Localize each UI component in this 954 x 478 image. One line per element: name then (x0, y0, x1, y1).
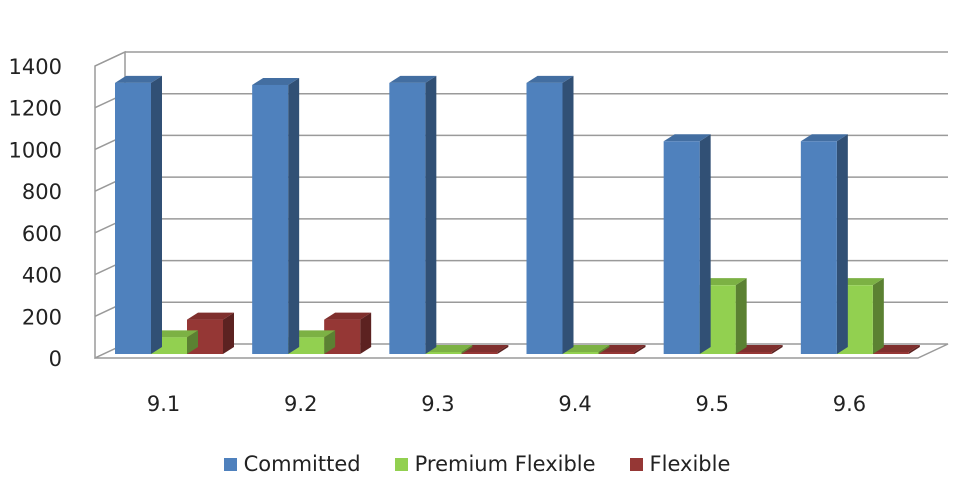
bar-flexible-top (461, 345, 509, 352)
bar-premium-flexible-top (288, 330, 336, 338)
bar-premium-flexible-top (836, 278, 884, 286)
bar-committed (115, 82, 151, 354)
x-tick-label: 9.6 (833, 392, 866, 416)
legend-label-committed: Committed (243, 452, 361, 476)
gridline (94, 51, 948, 67)
bar-committed-top (252, 77, 300, 85)
y-tick-label: 1200 (9, 97, 62, 121)
x-tick-label: 9.5 (696, 392, 729, 416)
legend-label-premium-flexible: Premium Flexible (414, 452, 596, 476)
bar-committed-top (115, 75, 162, 83)
bar-premium-flexible-side (598, 345, 610, 354)
bar-premium-flexible-top (562, 345, 610, 352)
bar-committed-side (836, 134, 848, 354)
bar-flexible-top (872, 345, 920, 352)
bar-premium-flexible-top (151, 330, 198, 338)
legend-label-flexible: Flexible (649, 452, 731, 476)
y-tick-label: 600 (22, 222, 62, 246)
y-tick-label: 1400 (9, 55, 62, 79)
bar-premium-flexible (425, 352, 462, 354)
legend-swatch-committed (223, 457, 237, 471)
y-tick-label: 1000 (9, 138, 62, 162)
bar-committed (252, 84, 289, 354)
bar-premium-flexible-side (735, 278, 747, 354)
bar-premium-flexible-top (699, 278, 747, 286)
bar-flexible-side (634, 345, 646, 354)
bar-flexible-top (598, 345, 646, 352)
bar-premium-flexible-top (425, 345, 473, 352)
bar-committed-side (562, 75, 574, 354)
bar-flexible-top (187, 312, 234, 320)
legend-swatch-flexible (629, 457, 643, 471)
bar-committed (663, 141, 700, 354)
bar-flexible-top (324, 312, 372, 320)
bar-flexible-side (223, 312, 234, 354)
bar-flexible-side (908, 345, 920, 354)
bar-premium-flexible (562, 352, 599, 354)
bar-premium-flexible-side (461, 345, 473, 354)
y-tick-label: 400 (22, 264, 62, 288)
bar-committed-side (425, 75, 437, 354)
bar-flexible (461, 352, 498, 354)
legend-item-premium-flexible[interactable]: Premium Flexible (394, 452, 596, 476)
bar-flexible-side (497, 345, 509, 354)
legend-item-flexible[interactable]: Flexible (629, 452, 731, 476)
legend-item-committed[interactable]: Committed (223, 452, 361, 476)
x-tick-label: 9.2 (284, 392, 317, 416)
bar-committed (800, 141, 837, 354)
bar-committed (526, 82, 563, 354)
bar-committed-side (151, 75, 162, 354)
bar-flexible (735, 352, 772, 354)
x-tick-label: 9.4 (558, 392, 591, 416)
y-tick-label: 800 (22, 180, 62, 204)
bar-flexible-top (735, 345, 783, 352)
bar-committed-top (663, 134, 711, 142)
bar-flexible-side (360, 312, 372, 354)
bar-flexible (872, 352, 909, 354)
legend-swatch-premium-flexible (394, 457, 408, 471)
bar-premium-flexible-side (324, 330, 336, 354)
bar-premium-flexible-side (187, 330, 198, 354)
bar-committed-side (699, 134, 711, 354)
y-tick-label: 200 (22, 305, 62, 329)
bar-committed-side (288, 77, 300, 354)
bar-committed (389, 82, 426, 354)
x-tick-label: 9.3 (421, 392, 454, 416)
bar-flexible-side (771, 345, 783, 354)
chart-legend: Committed Premium Flexible Flexible (0, 450, 954, 478)
bar-premium-flexible-side (872, 278, 884, 354)
bar-committed-top (800, 134, 848, 142)
bar-committed-top (389, 75, 437, 83)
x-tick-label: 9.1 (147, 392, 180, 416)
bar-flexible (598, 352, 635, 354)
bar-committed-top (526, 75, 574, 83)
y-tick-label: 0 (49, 347, 62, 371)
